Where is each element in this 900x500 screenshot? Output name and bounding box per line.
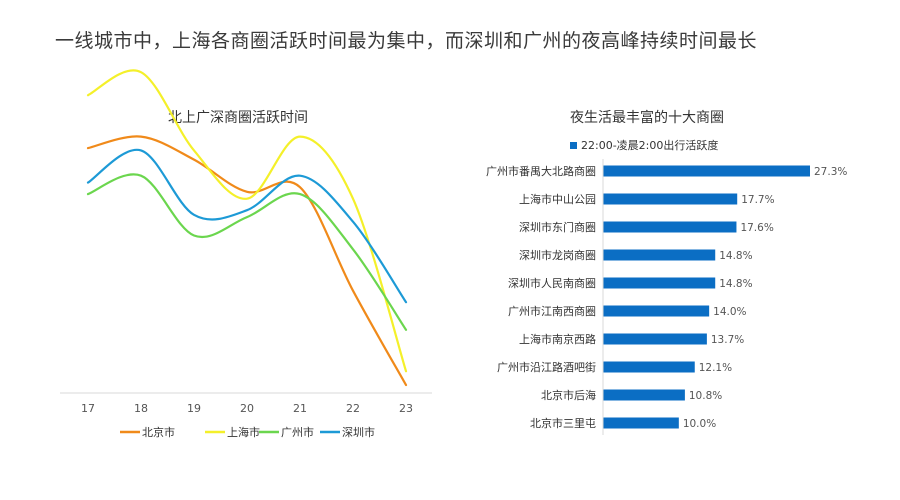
bar (603, 277, 716, 289)
bar (603, 417, 679, 429)
series-line-guangzhou (86, 173, 408, 331)
series-line-beijing (86, 135, 408, 387)
x-tick-label: 19 (187, 402, 201, 415)
bar-value-label: 12.1% (699, 362, 732, 374)
bar (603, 361, 695, 373)
bar (603, 249, 716, 261)
bar-category-label: 上海市中山公园 (519, 192, 596, 206)
bar-value-label: 27.3% (814, 166, 847, 178)
bar-category-label: 广州市江南西商圈 (508, 304, 596, 318)
series-line-shenzhen (86, 148, 408, 304)
page-title: 一线城市中，上海各商圈活跃时间最为集中，而深圳和广州的夜高峰持续时间最长 (55, 30, 758, 52)
legend-label: 深圳市 (342, 425, 375, 439)
line-chart-title: 北上广深商圈活跃时间 (168, 110, 308, 126)
bar-category-label: 广州市番禺大北路商圈 (486, 164, 596, 178)
bar (603, 389, 685, 401)
bar-category-label: 上海市南京西路 (519, 332, 596, 346)
legend-label: 北京市 (142, 425, 175, 439)
bar-category-label: 深圳市东门商圈 (519, 220, 596, 234)
bar-legend-label: 22:00-凌晨2:00出行活跃度 (581, 138, 718, 152)
x-tick-label: 17 (81, 402, 95, 415)
bar-category-label: 北京市后海 (541, 388, 596, 402)
legend-label: 广州市 (281, 425, 314, 439)
bar-chart-title: 夜生活最丰富的十大商圈 (570, 110, 724, 126)
x-tick-label: 20 (240, 402, 254, 415)
x-tick-label: 18 (134, 402, 148, 415)
bar (603, 221, 737, 233)
bar-value-label: 17.7% (741, 194, 774, 206)
legend-label: 上海市 (227, 425, 260, 439)
bar (603, 305, 710, 317)
x-tick-label: 21 (293, 402, 307, 415)
bar-category-label: 广州市沿江路酒吧街 (497, 360, 596, 374)
bar-category-label: 深圳市龙岗商圈 (519, 248, 596, 262)
series-line-shanghai (86, 69, 408, 373)
bar (603, 193, 738, 205)
bar-category-label: 深圳市人民南商圈 (508, 276, 596, 290)
bar-value-label: 14.0% (713, 306, 746, 318)
bar (603, 333, 707, 345)
bar-value-label: 10.0% (683, 418, 716, 430)
bar-value-label: 13.7% (711, 334, 744, 346)
bar-value-label: 14.8% (719, 278, 752, 290)
bar-value-label: 10.8% (689, 390, 722, 402)
bar-value-label: 14.8% (719, 250, 752, 262)
x-tick-label: 23 (399, 402, 413, 415)
bar-category-label: 北京市三里屯 (530, 416, 596, 430)
bar (603, 165, 810, 177)
x-tick-label: 22 (346, 402, 360, 415)
bar-legend-swatch (570, 142, 577, 149)
bar-value-label: 17.6% (740, 222, 773, 234)
